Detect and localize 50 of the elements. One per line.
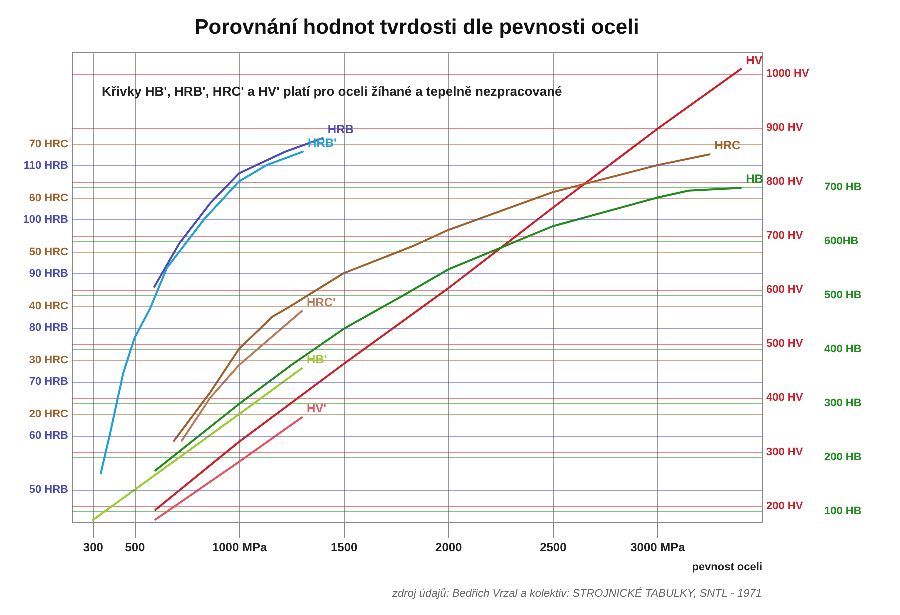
y-tick-label: 200 HV [766,500,804,512]
y-tick-label: 800 HV [766,176,804,188]
x-tick-label: 500 [125,540,146,554]
text: zdroj údajů: Bedřich Vrzal a kolektiv: STROJNICKÉ TABULKY, SNTL - 1971 [392,587,762,600]
x-tick-label: 1000 MPa [212,540,268,554]
series-label: HRB' [308,136,338,150]
y2-tick-label: 100 HB [824,506,862,518]
line-series [173,154,711,442]
y2-tick-label: 700 HB [824,182,862,194]
x-tick-label: 300 [83,540,104,554]
y-tick-label: 70 HRB [29,376,69,388]
series-label: HRC [714,138,742,153]
y2-tick-label: 600HB [824,236,859,248]
y-tick-label: 700 HV [766,230,804,242]
x-axis-title: pevnost oceli [692,562,762,574]
y-tick-label: 500 HV [766,338,804,350]
y3-tick-label: 70 HRC [29,138,69,150]
y-tick-label: 50 HRB [29,484,69,496]
y2-tick-label: 300 HB [824,398,862,410]
y3-tick-label: 30 HRC [29,354,69,366]
line-series [180,310,303,442]
series-label: HV' [307,402,327,416]
chart-title: Porovnání hodnot tvrdosti dle pevnosti oceli [194,16,640,39]
y-tick-label: 100 HRB [23,214,69,226]
y-tick-label: 80 HRB [29,322,69,334]
line-series [100,150,304,474]
y2-tick-label: 400 HB [824,344,862,356]
line-series [154,187,742,472]
annotation: Křivky HB', HRB', HRC' a HV' platí pro oceli žíhané a tepelně nezpracované [102,84,562,99]
y-tick-label: 400 HV [766,392,804,404]
x-tick-label: 2500 [540,540,568,554]
y2-tick-label: 200 HB [824,452,862,464]
series-label: HB [746,172,764,186]
y2-tick-label: 500 HB [824,290,862,302]
y-tick-label: 900 HV [766,122,804,134]
y3-tick-label: 20 HRC [29,408,69,420]
x-tick-label: 1500 [330,540,358,554]
series-label: HRC' [307,295,336,310]
y3-tick-label: 60 HRC [29,192,69,204]
y-tick-label: 300 HV [766,446,804,458]
x-tick-label: 3000 MPa [630,540,686,554]
x-tick-label: 2000 [436,540,463,554]
y-tick-label: 90 HRB [29,268,69,280]
series-label: HV [746,53,763,68]
y3-tick-label: 50 HRC [29,246,69,258]
y3-tick-label: 40 HRC [29,300,69,312]
y-tick-label: 600 HV [766,284,804,296]
y-tick-label: 1000 HV [766,68,810,80]
y-tick-label: 110 HRB [24,160,69,172]
y-tick-label: 60 HRB [29,430,69,442]
